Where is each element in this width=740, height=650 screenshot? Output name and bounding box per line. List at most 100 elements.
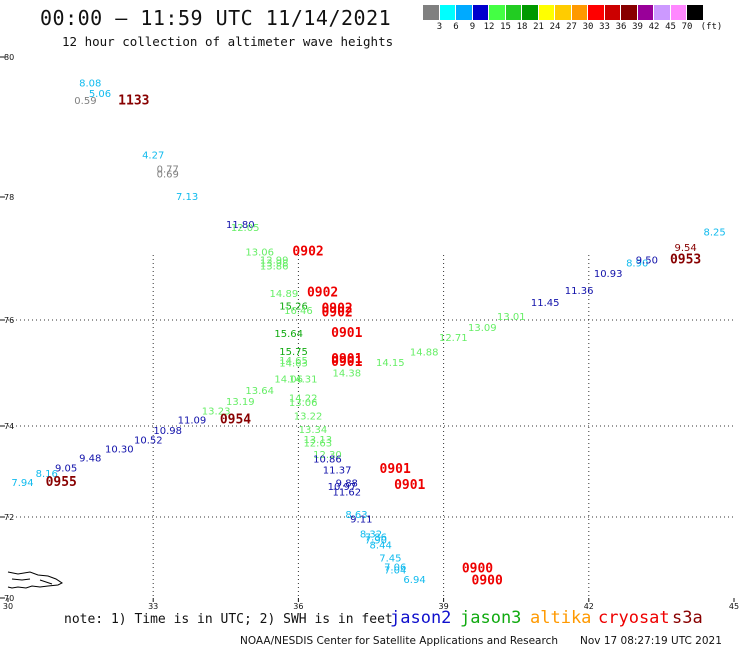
wave-height-value: 11.80 xyxy=(226,220,255,231)
observations-layer: 8.085.060.59 11334.270.770.697.1311.8012.… xyxy=(11,78,726,588)
color-scale-label: 45 xyxy=(665,22,676,32)
wave-height-value: 7.45 xyxy=(379,554,401,565)
pass-time-label: 0901 xyxy=(331,352,362,367)
coastline-outline xyxy=(7,571,63,589)
legend-cryosat: cryosat xyxy=(598,608,670,628)
wave-height-value: 8.44 xyxy=(370,541,392,552)
wave-height-value: 12.63 xyxy=(303,438,332,449)
longitude-tick-label: 33 xyxy=(148,602,158,611)
color-scale-label: 39 xyxy=(632,22,643,32)
color-swatch xyxy=(472,5,489,20)
color-scale-label: 24 xyxy=(549,22,561,32)
generated-timestamp: Nov 17 08:27:19 UTC 2021 xyxy=(580,635,722,647)
color-swatch xyxy=(538,5,555,20)
wave-height-value: 11.36 xyxy=(565,286,594,297)
wave-height-value: 14.63 xyxy=(279,359,308,370)
wave-height-value: 13.34 xyxy=(299,425,328,436)
color-swatch xyxy=(637,5,654,20)
wave-height-value: 6.94 xyxy=(403,575,425,586)
color-scale-label: 33 xyxy=(599,22,610,32)
color-scale-label: 15 xyxy=(500,22,511,32)
color-swatch xyxy=(687,5,704,20)
color-swatch xyxy=(588,5,605,20)
wave-height-value: 9.50 xyxy=(636,255,658,266)
credit-line: NOAA/NESDIS Center for Satellite Applica… xyxy=(240,635,558,647)
color-scale-bar xyxy=(423,5,704,20)
page-subtitle: 12 hour collection of altimeter wave hei… xyxy=(62,34,394,49)
wave-height-value: 14.31 xyxy=(289,375,318,386)
wave-height-value: 8.16 xyxy=(36,469,58,480)
legend-jason3: jason3 xyxy=(460,608,522,628)
color-scale-label: 21 xyxy=(533,22,544,32)
wave-height-value: 13.19 xyxy=(226,397,255,408)
pass-time-label: 0901 xyxy=(331,355,362,370)
wave-height-value: 9.11 xyxy=(350,515,372,526)
color-swatch xyxy=(604,5,621,20)
wave-height-value: 13.22 xyxy=(294,412,323,423)
wave-height-value: 8.25 xyxy=(704,228,726,239)
pass-time-label: 0954 xyxy=(220,412,251,427)
wave-height-value: 9.05 xyxy=(55,464,77,475)
wave-height-value: 13.06 xyxy=(289,398,318,409)
latitude-tick-label: 72 xyxy=(4,513,14,522)
pass-time-label: 0901 xyxy=(331,326,362,341)
pass-time-label: 0901 xyxy=(394,478,425,493)
legend-jason2: jason2 xyxy=(390,608,452,628)
longitude-tick-label: 39 xyxy=(439,602,449,611)
color-swatch xyxy=(505,5,522,20)
color-scale-unit: (ft) xyxy=(700,22,723,32)
wave-height-value: 10.93 xyxy=(594,269,623,280)
pass-time-label: 0902 xyxy=(307,286,338,301)
color-scale-labels: 3 6 9 12 15 18 21 24 27 30 33 36 39 42 45 70 (ft) xyxy=(423,22,740,34)
color-swatch xyxy=(456,5,473,20)
wave-height-value: 14.15 xyxy=(376,358,405,369)
wave-height-value: 7.04 xyxy=(384,566,406,577)
wave-height-value: 13.98 xyxy=(260,258,289,269)
wave-height-value: 7.13 xyxy=(176,192,198,203)
wave-height-value: 14.88 xyxy=(410,348,439,359)
latitude-tick-label: 74 xyxy=(4,422,14,431)
wave-height-value: 16.46 xyxy=(284,306,313,317)
wave-height-value: 14.38 xyxy=(332,369,361,380)
latitude-tick-label: 78 xyxy=(4,193,14,202)
longitude-labels: 30 33 36 39 42 45 xyxy=(3,598,739,611)
wave-height-value: 0.59 xyxy=(74,96,96,107)
legend-altika: altika xyxy=(530,608,592,628)
wave-height-value: 7.94 xyxy=(11,478,33,489)
latitude-tick-label: 70 xyxy=(4,594,14,603)
longitude-tick-label: 30 xyxy=(3,602,13,611)
color-swatch xyxy=(439,5,456,20)
wave-height-value: 13.13 xyxy=(303,435,332,446)
latitude-labels: 80 78 76 74 72 70 xyxy=(0,53,14,603)
color-scale-label: 3 xyxy=(436,22,443,32)
longitude-tick-label: 36 xyxy=(293,602,303,611)
page-title: 00:00 – 11:59 UTC 11/14/2021 xyxy=(40,6,392,30)
color-scale-label: 42 xyxy=(648,22,660,32)
wave-height-value: 15.26 xyxy=(279,302,308,313)
wave-height-value: 15.75 xyxy=(279,347,308,358)
longitude-tick-label: 45 xyxy=(729,602,739,611)
color-swatch xyxy=(522,5,539,20)
wave-height-value: 10.97 xyxy=(328,482,357,493)
wave-height-value: 7.90 xyxy=(365,535,387,546)
pass-time-label: 0902 xyxy=(321,302,352,317)
wave-height-value: 11.62 xyxy=(332,488,361,499)
wave-height-value: 13.64 xyxy=(245,386,274,397)
wave-height-value: 12.99 xyxy=(260,255,289,266)
pass-time-label: 0953 xyxy=(670,252,701,267)
wave-height-value: 8.63 xyxy=(345,510,367,521)
wave-height-value: 12.71 xyxy=(439,333,468,344)
color-swatch xyxy=(423,5,440,20)
pass-time-label: 0902 xyxy=(321,305,352,320)
wave-height-value: 8.32 xyxy=(360,529,382,540)
wave-height-value: 13.86 xyxy=(260,262,289,273)
wave-height-value: 7.06 xyxy=(384,562,406,573)
color-swatch xyxy=(670,5,687,20)
color-swatch xyxy=(654,5,671,20)
pass-time-label: 0902 xyxy=(292,244,323,259)
wave-height-value: 10.30 xyxy=(105,444,134,455)
wave-height-value: 0.69 xyxy=(157,169,179,180)
latitude-tick-label: 80 xyxy=(4,53,14,62)
wave-height-value: 14.22 xyxy=(289,394,318,405)
